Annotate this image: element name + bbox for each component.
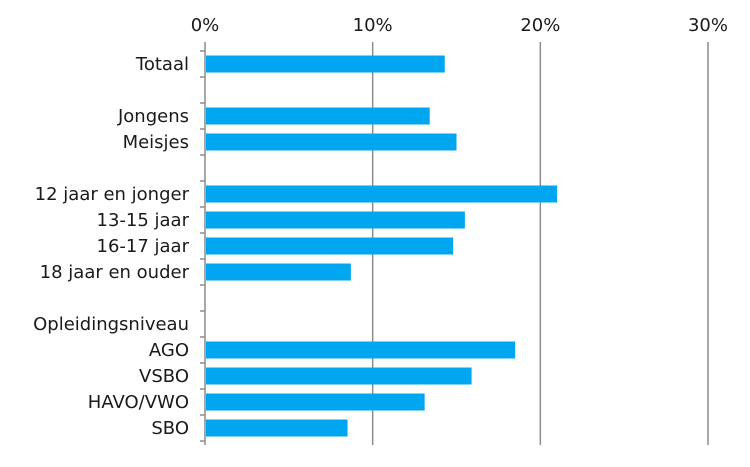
bars bbox=[206, 55, 558, 437]
bar bbox=[206, 263, 351, 281]
bar bbox=[206, 419, 348, 437]
category-label: Opleidingsniveau bbox=[33, 314, 189, 335]
category-label: 13-15 jaar bbox=[97, 210, 190, 231]
bar bbox=[206, 341, 516, 359]
bar bbox=[206, 55, 445, 73]
category-label: 18 jaar en ouder bbox=[40, 262, 190, 283]
bar bbox=[206, 393, 425, 411]
x-tick-label: 0% bbox=[191, 15, 220, 36]
category-label: SBO bbox=[151, 418, 189, 439]
x-tick-labels: 0% 10% 20% 30% bbox=[191, 15, 728, 36]
bar bbox=[206, 185, 558, 203]
category-label: Jongens bbox=[117, 106, 189, 127]
y-axis bbox=[200, 42, 206, 445]
category-label: Meisjes bbox=[123, 132, 189, 153]
x-tick-label: 30% bbox=[688, 15, 728, 36]
category-label: HAVO/VWO bbox=[88, 392, 189, 413]
category-label: 16-17 jaar bbox=[97, 236, 190, 257]
category-label: VSBO bbox=[139, 366, 189, 387]
category-label: AGO bbox=[149, 340, 189, 361]
bar bbox=[206, 367, 472, 385]
category-label: 12 jaar en jonger bbox=[35, 184, 190, 205]
x-tick-label: 10% bbox=[353, 15, 393, 36]
category-label: Totaal bbox=[135, 54, 189, 75]
bar bbox=[206, 107, 430, 125]
x-tick-label: 20% bbox=[520, 15, 560, 36]
bar bbox=[206, 211, 465, 229]
category-labels: Totaal Jongens Meisjes 12 jaar en jonger 13-… bbox=[33, 54, 189, 439]
bar bbox=[206, 237, 454, 255]
bar bbox=[206, 133, 457, 151]
